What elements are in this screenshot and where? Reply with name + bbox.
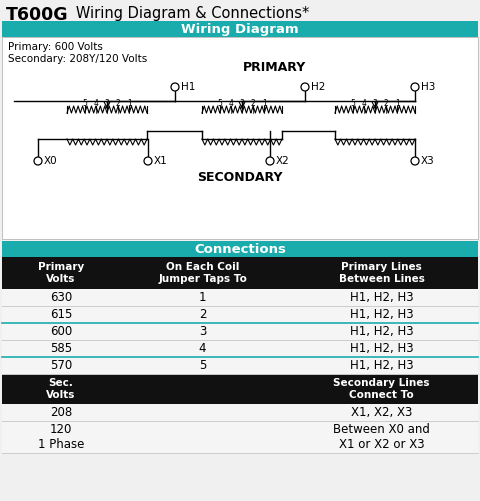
Text: 600: 600 (50, 325, 72, 338)
FancyBboxPatch shape (2, 404, 478, 421)
FancyBboxPatch shape (2, 421, 478, 453)
FancyBboxPatch shape (2, 340, 478, 357)
Text: 120
1 Phase: 120 1 Phase (38, 423, 84, 451)
Text: 1: 1 (262, 99, 267, 108)
Text: Secondary Lines
Connect To: Secondary Lines Connect To (333, 378, 430, 400)
Text: H1: H1 (181, 82, 195, 92)
Text: X1: X1 (154, 156, 168, 166)
Text: Wiring Diagram & Connections*: Wiring Diagram & Connections* (62, 6, 310, 21)
FancyBboxPatch shape (2, 21, 478, 37)
Text: 2: 2 (384, 99, 389, 108)
Text: T600G: T600G (6, 6, 69, 24)
Text: Primary Lines
Between Lines: Primary Lines Between Lines (338, 262, 424, 284)
Circle shape (411, 157, 419, 165)
Text: H1, H2, H3: H1, H2, H3 (350, 325, 413, 338)
FancyBboxPatch shape (2, 323, 478, 340)
Text: 585: 585 (50, 342, 72, 355)
Text: Sec.
Volts: Sec. Volts (46, 378, 76, 400)
Text: Wiring Diagram: Wiring Diagram (181, 23, 299, 36)
FancyBboxPatch shape (2, 241, 478, 257)
Text: 3: 3 (372, 99, 377, 108)
Text: H3: H3 (421, 82, 435, 92)
Text: 2: 2 (116, 99, 120, 108)
Text: 3: 3 (240, 99, 244, 108)
Text: 4: 4 (94, 99, 98, 108)
Text: 4: 4 (361, 99, 366, 108)
Text: 208: 208 (50, 406, 72, 419)
Text: 2: 2 (199, 308, 206, 321)
FancyBboxPatch shape (2, 357, 478, 374)
Circle shape (144, 157, 152, 165)
Text: 3: 3 (105, 99, 109, 108)
FancyBboxPatch shape (2, 289, 478, 306)
Circle shape (301, 83, 309, 91)
Text: H2: H2 (311, 82, 325, 92)
Circle shape (411, 83, 419, 91)
Text: 5: 5 (199, 359, 206, 372)
Circle shape (171, 83, 179, 91)
FancyBboxPatch shape (2, 306, 478, 323)
Text: Primary: 600 Volts: Primary: 600 Volts (8, 42, 103, 52)
Text: H1, H2, H3: H1, H2, H3 (350, 308, 413, 321)
Text: X3: X3 (421, 156, 435, 166)
Text: H1, H2, H3: H1, H2, H3 (350, 291, 413, 304)
FancyBboxPatch shape (2, 374, 478, 404)
FancyBboxPatch shape (2, 37, 478, 239)
Text: Between X0 and
X1 or X2 or X3: Between X0 and X1 or X2 or X3 (333, 423, 430, 451)
Circle shape (34, 157, 42, 165)
Text: On Each Coil
Jumper Taps To: On Each Coil Jumper Taps To (158, 262, 247, 284)
Text: 1: 1 (127, 99, 132, 108)
Text: X0: X0 (44, 156, 58, 166)
Text: PRIMARY: PRIMARY (243, 61, 307, 74)
Text: 630: 630 (50, 291, 72, 304)
Text: 4: 4 (228, 99, 233, 108)
Circle shape (266, 157, 274, 165)
Text: 3: 3 (199, 325, 206, 338)
FancyBboxPatch shape (2, 257, 478, 289)
Text: H1, H2, H3: H1, H2, H3 (350, 359, 413, 372)
Text: 1: 1 (395, 99, 400, 108)
Text: 1: 1 (199, 291, 206, 304)
Text: 2: 2 (251, 99, 255, 108)
Text: Secondary: 208Y/120 Volts: Secondary: 208Y/120 Volts (8, 54, 147, 64)
Text: Connections: Connections (194, 242, 286, 256)
Text: SECONDARY: SECONDARY (197, 171, 283, 184)
Text: 5: 5 (82, 99, 87, 108)
Text: X1, X2, X3: X1, X2, X3 (351, 406, 412, 419)
Text: 4: 4 (199, 342, 206, 355)
Text: 5: 5 (350, 99, 355, 108)
Text: 615: 615 (50, 308, 72, 321)
Text: 5: 5 (217, 99, 222, 108)
Text: Primary
Volts: Primary Volts (38, 262, 84, 284)
Text: H1, H2, H3: H1, H2, H3 (350, 342, 413, 355)
Text: 570: 570 (50, 359, 72, 372)
Text: X2: X2 (276, 156, 290, 166)
